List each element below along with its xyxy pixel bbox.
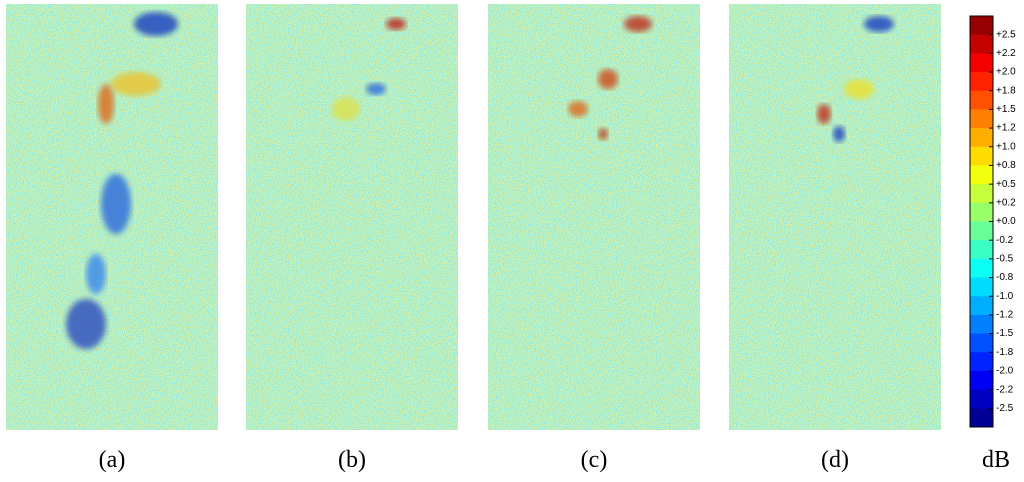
colorbar-segment <box>970 240 993 260</box>
colorbar-tick-label: -2.2 <box>996 384 1014 395</box>
colorbar-segment <box>970 109 993 129</box>
colorbar-segment <box>970 258 993 279</box>
colorbar-segment <box>970 72 993 92</box>
image-feature <box>111 72 161 96</box>
image-feature <box>624 16 652 32</box>
panel: (d) <box>729 4 941 473</box>
colorbar-segment <box>970 296 993 316</box>
colorbar-tick-label: -0.8 <box>996 272 1014 283</box>
panel-image <box>246 4 458 430</box>
panel-label: (b) <box>338 447 366 473</box>
colorbar-tick-label: +1.8 <box>996 85 1016 96</box>
colorbar-tick-label: +2.0 <box>996 67 1016 78</box>
colorbar-unit: dB <box>982 447 1010 473</box>
colorbar-segment <box>970 53 993 73</box>
colorbar-segment <box>970 277 993 297</box>
colorbar-segment <box>970 314 993 335</box>
image-feature <box>66 299 106 349</box>
colorbar-tick-label: -0.5 <box>996 254 1014 265</box>
colorbar-segment <box>970 221 993 241</box>
colorbar-segment <box>970 16 993 36</box>
colorbar-segment <box>970 184 993 204</box>
image-feature <box>568 101 588 117</box>
panel-image <box>729 4 941 430</box>
image-feature <box>332 97 360 121</box>
colorbar-tick-label: +1.5 <box>996 104 1016 115</box>
image-feature <box>598 128 608 140</box>
panel: (a) <box>6 4 218 473</box>
panel-label: (d) <box>821 447 849 473</box>
colorbar-tick-label: -1.5 <box>996 328 1014 339</box>
panel: (b) <box>246 4 458 473</box>
colorbar-tick-label: +1.2 <box>996 123 1016 134</box>
colorbar-tick-label: +0.0 <box>996 216 1016 227</box>
image-feature <box>386 18 406 30</box>
colorbar-tick-label: -0.2 <box>996 235 1014 246</box>
colorbar-segment <box>970 34 993 54</box>
colorbar-tick-label: -1.0 <box>996 291 1014 302</box>
colorbar-segment <box>970 90 993 110</box>
colorbar-tick-label: -2.0 <box>996 366 1014 377</box>
image-feature <box>864 16 894 32</box>
image-feature <box>817 104 831 124</box>
colorbar-tick-label: +0.8 <box>996 160 1016 171</box>
colorbar-tick-label: -2.5 <box>996 403 1014 414</box>
colorbar-segment <box>970 146 993 166</box>
panel-label: (a) <box>99 447 126 473</box>
colorbar-tick-label: +0.5 <box>996 179 1016 190</box>
image-feature <box>366 83 386 95</box>
panel: (c) <box>488 4 700 473</box>
colorbar-segment <box>970 202 993 222</box>
colorbar-segment <box>970 389 993 409</box>
image-feature <box>101 174 131 234</box>
image-feature <box>833 126 845 142</box>
colorbar-tick-label: +1.0 <box>996 141 1016 152</box>
colorbar-tick-label: +2.5 <box>996 29 1016 40</box>
image-feature <box>844 79 874 99</box>
colorbar-segment <box>970 165 993 185</box>
colorbar-tick-label: -1.8 <box>996 347 1014 358</box>
image-feature <box>98 84 114 124</box>
colorbar-tick-label: -1.2 <box>996 310 1014 321</box>
colorbar-segment <box>970 370 993 391</box>
panel-image <box>488 4 700 430</box>
colorbar-segment <box>970 352 993 372</box>
colorbar-tick-label: +2.2 <box>996 48 1016 59</box>
colorbar-tick-label: +0.2 <box>996 197 1016 208</box>
image-feature <box>86 254 106 294</box>
colorbar-segment <box>970 333 993 353</box>
panel-label: (c) <box>581 447 608 473</box>
colorbar-segment <box>970 408 993 428</box>
image-feature <box>134 12 178 36</box>
image-feature <box>598 69 618 89</box>
colorbar-segment <box>970 128 993 148</box>
